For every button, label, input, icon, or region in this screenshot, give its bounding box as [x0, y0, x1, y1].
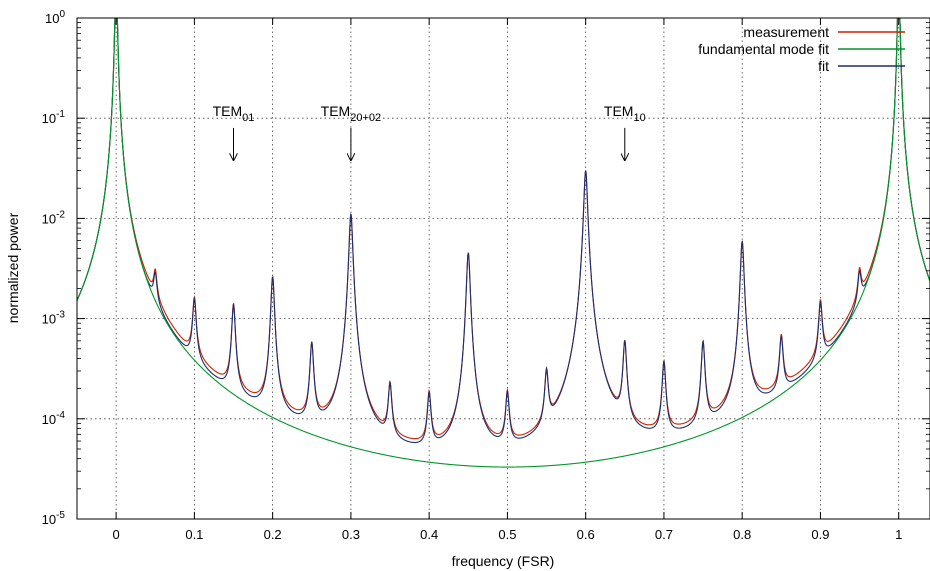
series-fundamental-mode-fit — [77, 18, 930, 468]
x-tick-label: 0 — [113, 527, 120, 542]
x-tick-label: 1 — [895, 527, 902, 542]
x-tick-label: 0.4 — [420, 527, 438, 542]
x-tick-label: 0.9 — [811, 527, 829, 542]
x-axis-title: frequency (FSR) — [452, 553, 555, 569]
ticks — [77, 17, 930, 520]
legend-label: measurement — [743, 24, 829, 40]
series-fit — [77, 18, 930, 444]
x-tick-label: 0.2 — [264, 527, 282, 542]
x-tick-label: 0.6 — [577, 527, 595, 542]
x-tick-label: 0.3 — [342, 527, 360, 542]
x-tick-label: 0.1 — [185, 527, 203, 542]
x-tick-label: 0.7 — [655, 527, 673, 542]
plot-frame — [76, 17, 930, 520]
x-tick-label: 0.8 — [733, 527, 751, 542]
series-layer — [77, 18, 930, 468]
x-tick-label: 0.5 — [498, 527, 516, 542]
y-axis-title: normalized power — [5, 212, 21, 323]
annotations: TEM01 TEM20+02 TEM10 — [213, 103, 646, 160]
legend-label: fit — [818, 58, 829, 74]
legend-label: fundamental mode fit — [698, 41, 829, 57]
tick-labels: 0 0.1 0.2 0.3 0.4 0.5 0.6 0.7 0.8 0.9 110-510-410-… — [42, 9, 903, 542]
